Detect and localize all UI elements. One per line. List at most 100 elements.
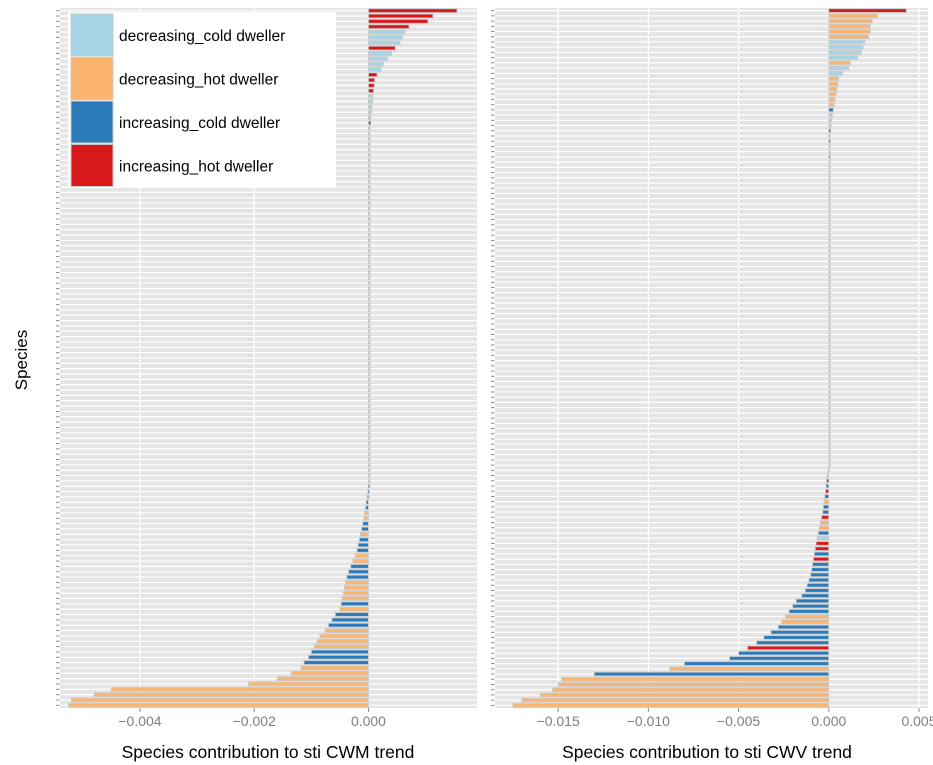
bar — [368, 8, 458, 14]
bar — [368, 184, 371, 190]
bar — [828, 112, 833, 118]
bar — [756, 640, 830, 646]
bar — [828, 321, 831, 327]
bar — [368, 355, 371, 361]
bar — [788, 609, 830, 614]
bar — [368, 131, 371, 136]
bar — [828, 384, 831, 390]
bar — [828, 447, 831, 452]
bar — [368, 238, 371, 243]
bar — [795, 598, 830, 604]
bar — [368, 104, 373, 110]
bar — [358, 537, 369, 543]
bar — [828, 306, 831, 311]
bar — [828, 248, 831, 254]
bar — [276, 676, 369, 681]
bar — [828, 81, 839, 87]
bar — [828, 44, 864, 50]
bar — [822, 504, 830, 510]
bar — [738, 650, 830, 656]
bar — [368, 350, 371, 356]
bar — [828, 269, 831, 275]
bar — [781, 619, 830, 625]
bar — [828, 29, 871, 34]
bar — [368, 125, 371, 131]
bar — [368, 419, 371, 425]
bar — [828, 431, 831, 437]
bar — [828, 426, 831, 431]
bar — [828, 133, 831, 139]
bar — [828, 65, 850, 71]
bar — [368, 200, 371, 206]
bar — [804, 588, 830, 593]
bar — [828, 50, 862, 55]
bar — [828, 405, 831, 410]
bar — [368, 248, 371, 254]
bar — [368, 24, 410, 30]
bar — [368, 163, 371, 169]
bar — [352, 558, 369, 564]
bar — [354, 553, 369, 559]
bar — [368, 328, 371, 334]
bar — [368, 18, 429, 24]
bar — [365, 505, 369, 510]
bar — [828, 332, 831, 337]
bar — [368, 382, 371, 388]
bar — [368, 109, 372, 115]
bar — [806, 582, 830, 588]
bar — [828, 363, 831, 369]
bar — [345, 580, 369, 585]
bar — [324, 628, 369, 633]
bar — [561, 676, 830, 682]
bar — [368, 280, 371, 286]
bar — [828, 70, 843, 76]
bar — [368, 425, 371, 430]
bar — [811, 567, 830, 572]
bar — [368, 232, 371, 238]
bar — [828, 91, 837, 97]
bar — [70, 697, 369, 703]
bar — [814, 546, 830, 552]
bar — [248, 681, 369, 687]
bar — [368, 467, 371, 473]
bar — [368, 77, 376, 83]
y-axis-label: Species — [12, 330, 31, 390]
bar — [763, 635, 830, 640]
bar — [828, 107, 834, 113]
bar — [828, 227, 831, 233]
bar — [368, 275, 371, 281]
bar — [828, 290, 831, 296]
legend-label: decreasing_cold dweller — [119, 28, 285, 45]
bar — [828, 86, 838, 92]
bar — [817, 530, 830, 536]
bar — [828, 196, 831, 202]
bar — [368, 441, 371, 446]
bar — [368, 393, 371, 398]
bar — [300, 665, 369, 671]
bar — [68, 702, 369, 708]
bar — [310, 649, 369, 655]
bar — [110, 686, 369, 692]
bar — [828, 394, 831, 400]
bar — [828, 353, 831, 358]
bar — [815, 541, 830, 546]
bar — [729, 656, 830, 661]
bar — [828, 253, 831, 259]
bar — [828, 175, 831, 181]
bar — [368, 88, 375, 94]
bar — [368, 377, 371, 382]
bar — [368, 45, 396, 51]
x-tick-label: −0.010 — [627, 713, 670, 729]
x-tick-label: −0.002 — [233, 713, 276, 729]
bar — [828, 259, 831, 264]
panel-background — [495, 8, 928, 708]
bar — [313, 644, 369, 649]
bar — [368, 99, 373, 104]
bar — [823, 499, 830, 504]
bar — [368, 147, 371, 152]
bar — [368, 72, 378, 78]
bar — [367, 489, 370, 494]
bar — [368, 312, 371, 318]
bar — [331, 617, 369, 623]
